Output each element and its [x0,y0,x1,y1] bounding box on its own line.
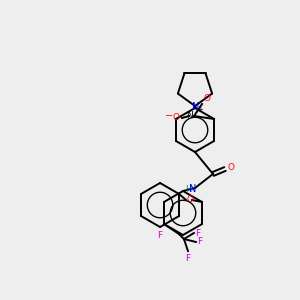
Text: O: O [227,164,234,172]
Text: N: N [192,102,199,112]
Text: F: F [158,231,163,240]
Text: H: H [184,184,191,194]
Text: F: F [197,238,202,247]
Text: −: − [165,111,173,121]
Text: O: O [187,196,194,205]
Text: N: N [189,184,196,194]
Text: N: N [186,112,193,121]
Text: O: O [203,94,210,103]
Text: +: + [197,106,203,112]
Text: F: F [185,254,190,263]
Text: O: O [172,113,179,122]
Text: F: F [195,229,200,238]
